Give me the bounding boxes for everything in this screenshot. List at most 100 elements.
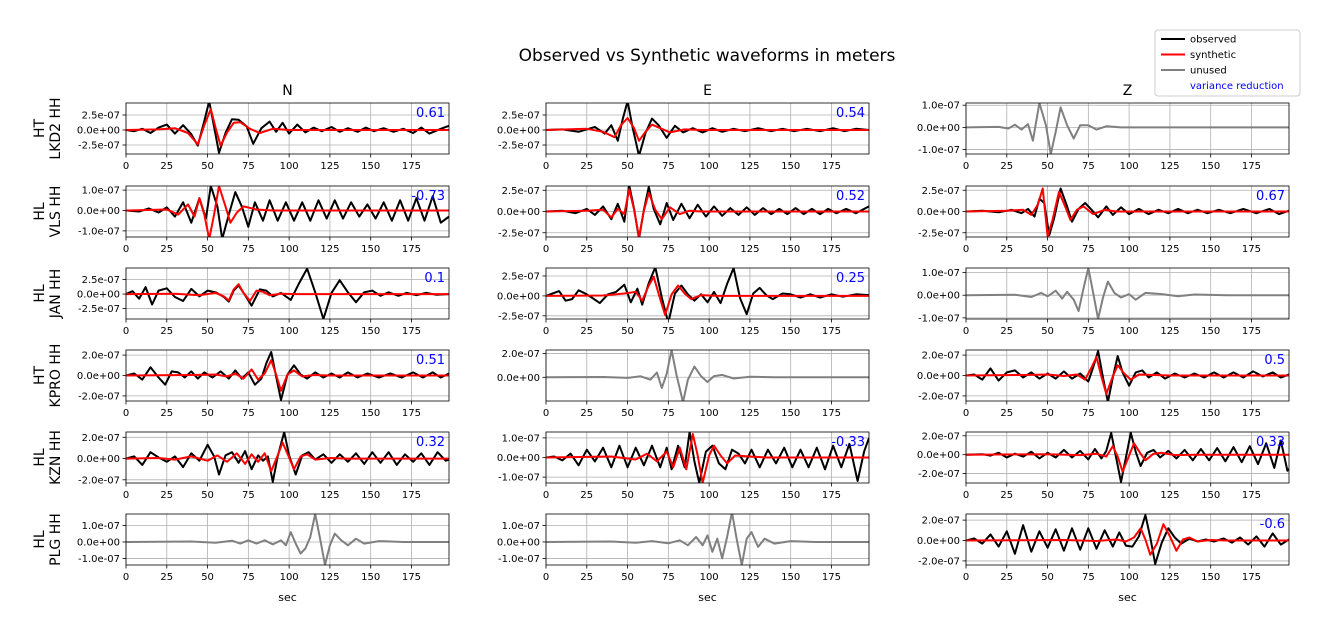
variance-reduction-label: -0.73 [411, 189, 445, 204]
y-tick-label: 0.0e+00 [77, 454, 120, 465]
x-tick-label: 125 [320, 161, 339, 172]
synthetic-trace [126, 441, 449, 473]
y-tick-label: 1.0e-07 [502, 521, 540, 532]
y-tick-label: 1.0e-07 [502, 433, 540, 444]
row-network-label: HL [32, 284, 48, 303]
y-tick-label: 2.5e-07 [502, 111, 540, 122]
y-tick-label: 0.0e+00 [497, 453, 540, 464]
x-axis-label: sec [278, 591, 297, 604]
observed-trace [966, 187, 1289, 237]
x-tick-label: 150 [781, 161, 800, 172]
synthetic-trace [126, 283, 449, 302]
row-station-label: KZN HH [48, 430, 64, 485]
y-tick-label: -2.0e-07 [78, 391, 120, 402]
x-tick-label: 75 [1082, 161, 1095, 172]
x-tick-label: 50 [621, 408, 634, 419]
unused-trace [546, 350, 869, 401]
panel-plg-hh-z: 0 25 50 75 100 125 150 175 2.0e-07 0.0e+00 -2.0e-0… [917, 513, 1290, 604]
x-tick-label: 75 [662, 490, 675, 501]
synthetic-trace [546, 433, 869, 483]
y-tick-label: 0.0e+00 [917, 536, 960, 547]
x-tick-label: 75 [242, 244, 255, 255]
row-station-label: KPRO HH [48, 344, 64, 408]
x-tick-label: 50 [621, 244, 634, 255]
y-tick-label: 2.0e-07 [922, 431, 960, 442]
panel-frame [125, 185, 450, 238]
y-tick-label: 0.0e+00 [497, 207, 540, 218]
synthetic-trace [546, 275, 869, 316]
x-tick-label: 50 [1041, 161, 1054, 172]
x-tick-label: 125 [1160, 408, 1179, 419]
x-tick-label: 125 [740, 244, 759, 255]
x-tick-label: 100 [1120, 161, 1139, 172]
unused-trace [546, 514, 869, 565]
y-tick-label: 2.5e-07 [502, 186, 540, 197]
x-tick-label: 100 [700, 161, 719, 172]
y-tick-label: 1.0e-07 [922, 101, 960, 112]
y-tick-label: -1.0e-07 [498, 554, 540, 565]
x-tick-label: 150 [781, 244, 800, 255]
x-axis-label: sec [698, 591, 717, 604]
x-tick-label: 50 [201, 408, 214, 419]
x-tick-label: 125 [320, 326, 339, 337]
x-tick-label: 100 [1120, 408, 1139, 419]
x-tick-label: 150 [1201, 326, 1220, 337]
x-tick-label: 0 [963, 244, 969, 255]
panel-frame [965, 431, 1290, 484]
x-tick-label: 125 [740, 161, 759, 172]
y-tick-label: 0.0e+00 [917, 291, 960, 302]
x-tick-label: 100 [280, 244, 299, 255]
x-tick-label: 75 [1082, 326, 1095, 337]
y-tick-label: -2.5e-07 [78, 304, 120, 315]
legend-label-observed: observed [1190, 35, 1236, 46]
x-tick-label: 175 [402, 161, 421, 172]
y-tick-label: -2.5e-07 [498, 311, 540, 322]
y-tick-label: 0.0e+00 [917, 371, 960, 382]
row-network-label: HT [32, 366, 48, 386]
column-title-n: N [282, 83, 292, 99]
panel-grid: N E ZHT LKD2 HH0 25 50 75 100 125 150 1752.5e-070.… [32, 83, 1290, 604]
x-tick-label: 0 [123, 326, 129, 337]
y-tick-label: 0.0e+00 [497, 126, 540, 137]
panel-frame [545, 513, 870, 566]
row-network-label: HL [32, 202, 48, 221]
x-tick-label: 150 [361, 326, 380, 337]
x-tick-label: 150 [361, 572, 380, 583]
x-tick-label: 0 [543, 161, 549, 172]
observed-trace [546, 432, 869, 483]
x-tick-label: 50 [621, 161, 634, 172]
variance-reduction-label: 0.33 [1256, 435, 1285, 450]
unused-trace [966, 268, 1289, 319]
x-tick-label: 150 [361, 244, 380, 255]
synthetic-trace [126, 186, 449, 237]
y-tick-label: 2.0e-07 [82, 351, 120, 362]
y-tick-label: -1.0e-07 [498, 473, 540, 484]
x-tick-label: 25 [580, 161, 593, 172]
x-tick-label: 175 [402, 572, 421, 583]
x-tick-label: 175 [822, 161, 841, 172]
x-tick-label: 0 [123, 244, 129, 255]
x-tick-label: 100 [700, 326, 719, 337]
panel-lkd2-hh-z: 0 25 50 75 100 125 150 175 1.0e-07 0.0e+00 -1.0e-0… [917, 101, 1290, 172]
synthetic-trace [966, 442, 1289, 473]
panel-frame [125, 431, 450, 484]
x-tick-label: 25 [1000, 490, 1013, 501]
x-tick-label: 75 [662, 572, 675, 583]
observed-trace [546, 268, 869, 319]
x-tick-label: 0 [123, 490, 129, 501]
x-tick-label: 0 [123, 572, 129, 583]
x-tick-label: 75 [1082, 408, 1095, 419]
row-station-label: PLG HH [48, 513, 64, 566]
x-tick-label: 50 [1041, 244, 1054, 255]
y-tick-label: 1.0e-07 [922, 268, 960, 279]
x-tick-label: 175 [822, 490, 841, 501]
x-tick-label: 175 [1242, 408, 1261, 419]
x-tick-label: 175 [1242, 161, 1261, 172]
x-tick-label: 175 [1242, 244, 1261, 255]
y-tick-label: 2.5e-07 [82, 275, 120, 286]
panel-jan-hh-n: 0 25 50 75 100 125 150 175 2.5e-07 0.0e+00 -2.5e-0… [77, 267, 450, 337]
x-tick-label: 100 [700, 244, 719, 255]
synthetic-trace [546, 117, 869, 142]
y-tick-label: 0.0e+00 [77, 290, 120, 301]
variance-reduction-label: -0.33 [831, 435, 865, 450]
